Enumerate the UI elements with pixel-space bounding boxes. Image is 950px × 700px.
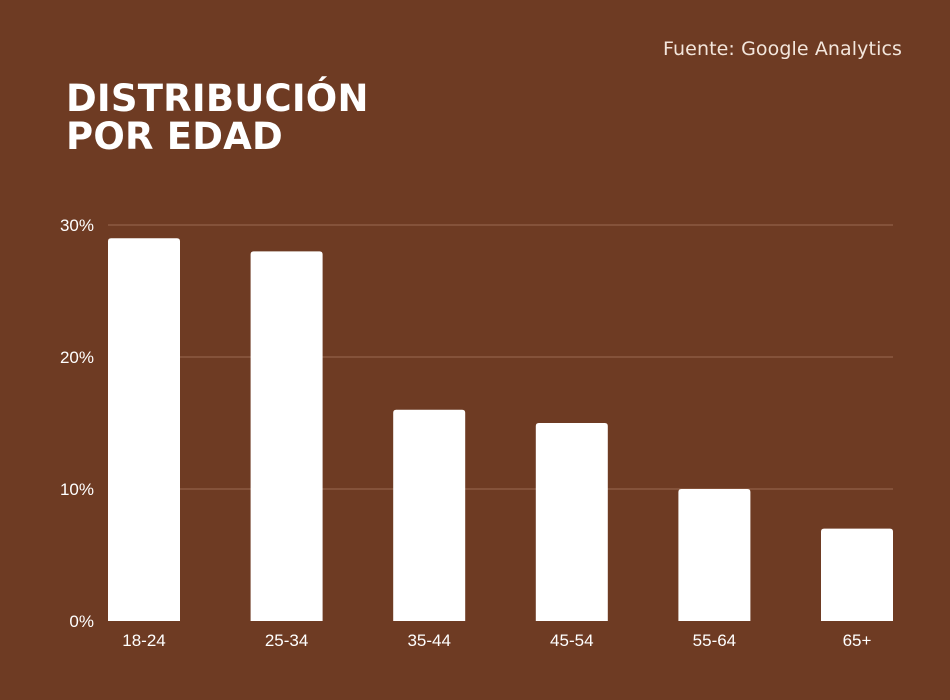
y-tick-label: 30%: [60, 216, 94, 235]
bar-65+: [821, 528, 893, 621]
bar-25-34: [250, 251, 323, 621]
y-tick-label: 0%: [69, 612, 94, 631]
source-note: Fuente: Google Analytics: [663, 38, 902, 60]
chart-title-line-1: DISTRIBUCIÓN: [66, 77, 369, 120]
bar-35-44: [393, 409, 466, 621]
bar-55-64: [678, 489, 751, 621]
x-tick-label: 55-64: [693, 631, 736, 650]
x-tick-label: 45-54: [550, 631, 593, 650]
y-tick-label: 20%: [60, 348, 94, 367]
x-tick-label: 25-34: [265, 631, 308, 650]
bar-45-54: [535, 423, 608, 621]
x-tick-label: 35-44: [407, 631, 450, 650]
x-tick-label: 18-24: [122, 631, 165, 650]
chart-title: DISTRIBUCIÓN POR EDAD: [66, 80, 369, 156]
gridlines: [108, 224, 893, 490]
y-axis-ticks: 0% 10% 20% 30%: [60, 216, 94, 631]
chart-title-line-2: POR EDAD: [66, 115, 283, 158]
x-axis-labels: 18-24 25-34 35-44 45-54 55-64 65+: [122, 631, 871, 650]
bar-18-24: [108, 238, 180, 621]
bars: [108, 238, 893, 621]
x-tick-label: 65+: [843, 631, 872, 650]
y-tick-label: 10%: [60, 480, 94, 499]
